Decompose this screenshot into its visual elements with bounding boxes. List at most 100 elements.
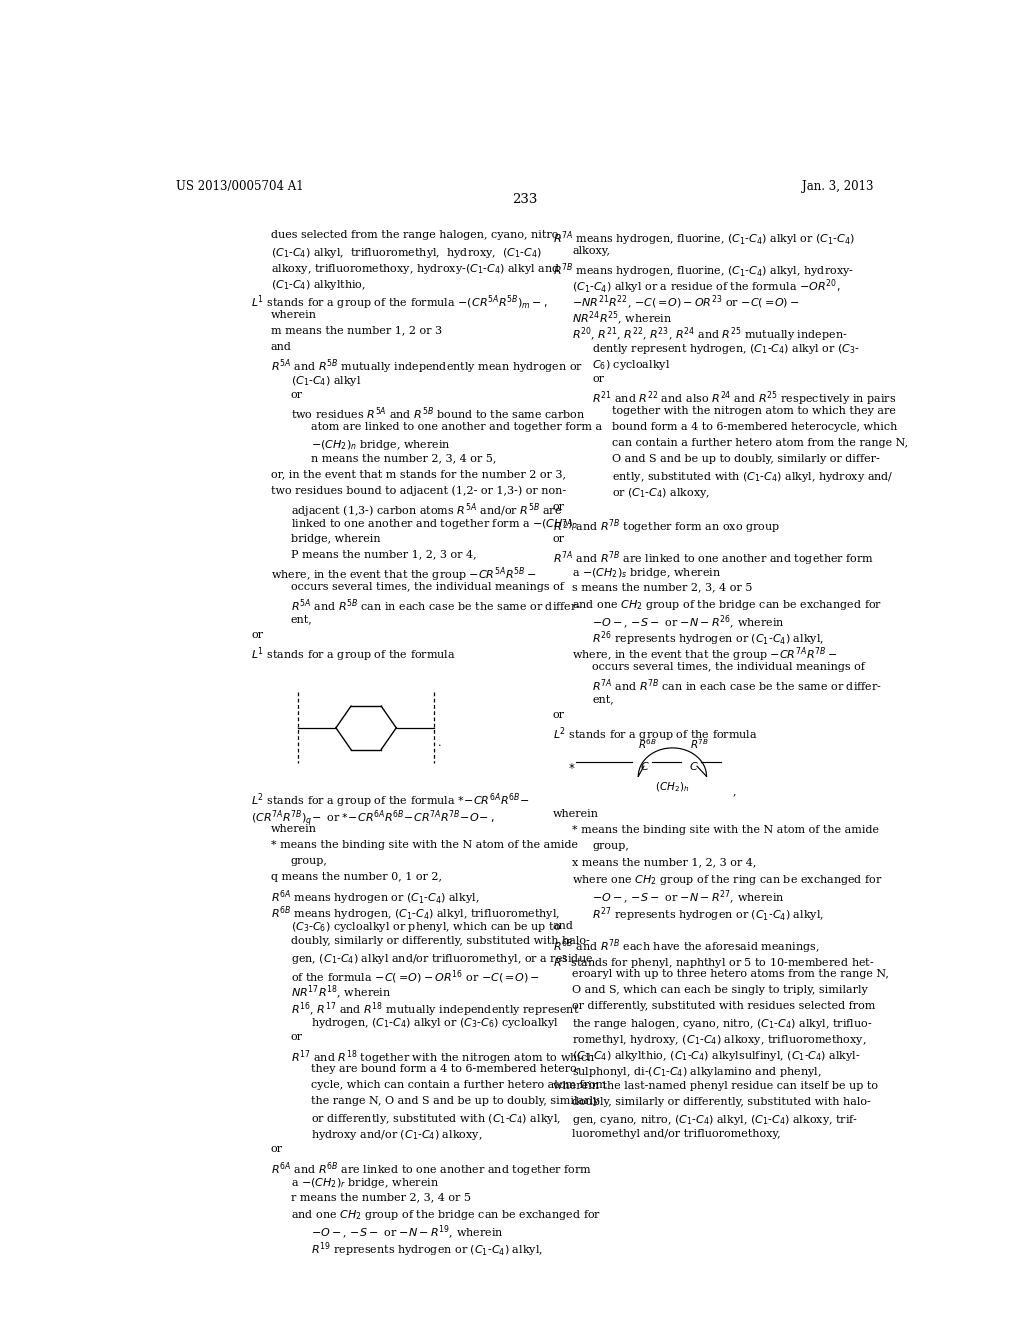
Text: $C_6)$ cycloalkyl: $C_6)$ cycloalkyl — [592, 358, 671, 372]
Text: occurs several times, the individual meanings of: occurs several times, the individual mea… — [291, 582, 563, 591]
Text: $R^{5A}$ and $R^{5B}$ can in each case be the same or differ-: $R^{5A}$ and $R^{5B}$ can in each case b… — [291, 598, 581, 614]
Text: $(C_1$-$C_4)$ alkyl: $(C_1$-$C_4)$ alkyl — [291, 374, 361, 388]
Text: where, in the event that the group $-CR^{7A}R^{7B}-$: where, in the event that the group $-CR^… — [572, 645, 838, 664]
Text: hydroxy and/or $(C_1$-$C_4)$ alkoxy,: hydroxy and/or $(C_1$-$C_4)$ alkoxy, — [310, 1129, 482, 1142]
Text: O and S and be up to doubly, similarly or differ-: O and S and be up to doubly, similarly o… — [612, 454, 880, 463]
Text: $-O-$, $-S-$ or $-N-R^{19}$, wherein: $-O-$, $-S-$ or $-N-R^{19}$, wherein — [310, 1224, 503, 1242]
Text: $R^{6B}$ and $R^{7B}$ each have the aforesaid meanings,: $R^{6B}$ and $R^{7B}$ each have the afor… — [553, 937, 819, 956]
Text: occurs several times, the individual meanings of: occurs several times, the individual mea… — [592, 661, 865, 672]
Text: $L^1$ stands for a group of the formula: $L^1$ stands for a group of the formula — [251, 645, 456, 664]
Text: * means the binding site with the N atom of the amide: * means the binding site with the N atom… — [572, 825, 880, 836]
Text: x means the number 1, 2, 3 or 4,: x means the number 1, 2, 3 or 4, — [572, 857, 757, 867]
Text: doubly, similarly or differently, substituted with halo-: doubly, similarly or differently, substi… — [291, 936, 590, 946]
Text: where, in the event that the group $-CR^{5A}R^{5B}-$: where, in the event that the group $-CR^… — [270, 566, 537, 585]
Text: gen, $(C_1$-$C_4)$ alkyl and/or trifluoromethyl, or a residue: gen, $(C_1$-$C_4)$ alkyl and/or trifluor… — [291, 952, 593, 966]
Text: adjacent (1,3-) carbon atoms $R^{5A}$ and/or $R^{5B}$ are: adjacent (1,3-) carbon atoms $R^{5A}$ an… — [291, 502, 562, 520]
Text: or differently, substituted with $(C_1$-$C_4)$ alkyl,: or differently, substituted with $(C_1$-… — [310, 1111, 560, 1126]
Text: and: and — [553, 921, 573, 931]
Text: $R^{19}$ represents hydrogen or $(C_1$-$C_4)$ alkyl,: $R^{19}$ represents hydrogen or $(C_1$-$… — [310, 1239, 543, 1259]
Text: $L^2$ stands for a group of the formula $*\!-\!CR^{6A}R^{6B}\!-$: $L^2$ stands for a group of the formula … — [251, 792, 529, 810]
Text: ,: , — [733, 787, 736, 796]
Text: $R^{6A}$ means hydrogen or $(C_1$-$C_4)$ alkyl,: $R^{6A}$ means hydrogen or $(C_1$-$C_4)$… — [270, 888, 479, 907]
Text: doubly, similarly or differently, substituted with halo-: doubly, similarly or differently, substi… — [572, 1097, 871, 1107]
Text: or differently, substituted with residues selected from: or differently, substituted with residue… — [572, 1001, 876, 1011]
Text: a $-(CH_2)_r$ bridge, wherein: a $-(CH_2)_r$ bridge, wherein — [291, 1176, 439, 1191]
Text: $(C_1$-$C_4)$ alkyl or a residue of the formula $-OR^{20},$: $(C_1$-$C_4)$ alkyl or a residue of the … — [572, 277, 841, 296]
Text: US 2013/0005704 A1: US 2013/0005704 A1 — [176, 180, 303, 193]
Text: m means the number 1, 2 or 3: m means the number 1, 2 or 3 — [270, 326, 442, 335]
Text: a $-(CH_2)_s$ bridge, wherein: a $-(CH_2)_s$ bridge, wherein — [572, 566, 722, 579]
Text: or: or — [251, 630, 263, 640]
Text: .: . — [438, 738, 441, 748]
Text: $(C_1$-$C_4)$ alkylthio,: $(C_1$-$C_4)$ alkylthio, — [270, 277, 366, 292]
Text: bridge, wherein: bridge, wherein — [291, 533, 380, 544]
Text: or $(C_1$-$C_4)$ alkoxy,: or $(C_1$-$C_4)$ alkoxy, — [612, 486, 711, 500]
Text: or: or — [553, 533, 564, 544]
Text: alkoxy,: alkoxy, — [572, 246, 610, 256]
Text: group,: group, — [592, 841, 629, 851]
Text: $R^{7A}$ and $R^{7B}$ are linked to one another and together form: $R^{7A}$ and $R^{7B}$ are linked to one … — [553, 549, 873, 569]
Text: ently, substituted with $(C_1$-$C_4)$ alkyl, hydroxy and/: ently, substituted with $(C_1$-$C_4)$ al… — [612, 470, 894, 483]
Text: linked to one another and together form a $-(CH_2)_p$: linked to one another and together form … — [291, 517, 579, 535]
Text: the range N, O and S and be up to doubly, similarly: the range N, O and S and be up to doubly… — [310, 1096, 599, 1106]
Text: $-O-$, $-S-$ or $-N-R^{27}$, wherein: $-O-$, $-S-$ or $-N-R^{27}$, wherein — [592, 888, 784, 907]
Text: wherein: wherein — [270, 824, 316, 834]
Text: luoromethyl and/or trifluoromethoxy,: luoromethyl and/or trifluoromethoxy, — [572, 1129, 781, 1139]
Text: n means the number 2, 3, 4 or 5,: n means the number 2, 3, 4 or 5, — [310, 454, 496, 463]
Text: P means the number 1, 2, 3 or 4,: P means the number 1, 2, 3 or 4, — [291, 549, 476, 560]
Text: $R^{6B}$ means hydrogen, $(C_1$-$C_4)$ alkyl, trifluoromethyl,: $R^{6B}$ means hydrogen, $(C_1$-$C_4)$ a… — [270, 904, 560, 923]
Text: r means the number 2, 3, 4 or 5: r means the number 2, 3, 4 or 5 — [291, 1192, 471, 1203]
Text: and one $CH_2$ group of the bridge can be exchanged for: and one $CH_2$ group of the bridge can b… — [291, 1208, 601, 1222]
Text: $R^{6B}$: $R^{6B}$ — [638, 737, 657, 751]
Text: $R^{21}$ and $R^{22}$ and also $R^{24}$ and $R^{25}$ respectively in pairs: $R^{21}$ and $R^{22}$ and also $R^{24}$ … — [592, 389, 897, 408]
Text: $-(CH_2)_n$ bridge, wherein: $-(CH_2)_n$ bridge, wherein — [310, 438, 451, 451]
Text: two residues bound to adjacent (1,2- or 1,3-) or non-: two residues bound to adjacent (1,2- or … — [270, 486, 566, 496]
Text: $(C_1$-$C_4)$ alkylthio, $(C_1$-$C_4)$ alkylsulfinyl, $(C_1$-$C_4)$ alkyl-: $(C_1$-$C_4)$ alkylthio, $(C_1$-$C_4)$ a… — [572, 1049, 861, 1063]
Text: $R^{20}$, $R^{21}$, $R^{22}$, $R^{23}$, $R^{24}$ and $R^{25}$ mutually indepen-: $R^{20}$, $R^{21}$, $R^{22}$, $R^{23}$, … — [572, 326, 848, 345]
Text: or: or — [592, 374, 604, 384]
Text: dues selected from the range halogen, cyano, nitro,: dues selected from the range halogen, cy… — [270, 230, 562, 239]
Text: $NR^{24}R^{25}$, wherein: $NR^{24}R^{25}$, wherein — [572, 310, 673, 327]
Text: or, in the event that m stands for the number 2 or 3,: or, in the event that m stands for the n… — [270, 470, 566, 479]
Text: gen, cyano, nitro, $(C_1$-$C_4)$ alkyl, $(C_1$-$C_4)$ alkoxy, trif-: gen, cyano, nitro, $(C_1$-$C_4)$ alkyl, … — [572, 1113, 858, 1127]
Text: ent,: ent, — [592, 694, 614, 704]
Text: together with the nitrogen atom to which they are: together with the nitrogen atom to which… — [612, 405, 896, 416]
Text: or: or — [270, 1144, 283, 1154]
Text: $R^{16}$, $R^{17}$ and $R^{18}$ mutually independently represent: $R^{16}$, $R^{17}$ and $R^{18}$ mutually… — [291, 1001, 580, 1019]
Text: eroaryl with up to three hetero atoms from the range N,: eroaryl with up to three hetero atoms fr… — [572, 969, 889, 979]
Text: $L^2$ stands for a group of the formula: $L^2$ stands for a group of the formula — [553, 726, 758, 744]
Text: dently represent hydrogen, $(C_1$-$C_4)$ alkyl or $(C_3$-: dently represent hydrogen, $(C_1$-$C_4)$… — [592, 342, 860, 355]
Text: they are bound form a 4 to 6-membered hetero-: they are bound form a 4 to 6-membered he… — [310, 1064, 580, 1074]
Text: alkoxy, trifluoromethoxy, hydroxy-$(C_1$-$C_4)$ alkyl and: alkoxy, trifluoromethoxy, hydroxy-$(C_1$… — [270, 261, 560, 276]
Text: $(CH_2)_h$: $(CH_2)_h$ — [655, 780, 689, 795]
Text: $R^{6A}$ and $R^{6B}$ are linked to one another and together form: $R^{6A}$ and $R^{6B}$ are linked to one … — [270, 1160, 592, 1179]
Text: $(C_1$-$C_4)$ alkyl,  trifluoromethyl,  hydroxy,  $(C_1$-$C_4)$: $(C_1$-$C_4)$ alkyl, trifluoromethyl, hy… — [270, 246, 542, 260]
Text: and: and — [270, 342, 292, 351]
Text: where one $CH_2$ group of the ring can be exchanged for: where one $CH_2$ group of the ring can b… — [572, 873, 883, 887]
Text: bound form a 4 to 6-membered heterocycle, which: bound form a 4 to 6-membered heterocycle… — [612, 421, 897, 432]
Text: wherein the last-named phenyl residue can itself be up to: wherein the last-named phenyl residue ca… — [553, 1081, 878, 1092]
Text: $-NR^{21}R^{22}$, $-C(=\!O)-OR^{23}$ or $-C(=\!O)-$: $-NR^{21}R^{22}$, $-C(=\!O)-OR^{23}$ or … — [572, 293, 800, 312]
Text: hydrogen, $(C_1$-$C_4)$ alkyl or $(C_3$-$C_6)$ cycloalkyl: hydrogen, $(C_1$-$C_4)$ alkyl or $(C_3$-… — [310, 1016, 558, 1030]
Text: $(CR^{7A}R^{7B})_q\!-$ or $*\!-\!CR^{6A}R^{6B}\!-\!CR^{7A}R^{7B}\!-\!O\!-,$: $(CR^{7A}R^{7B})_q\!-$ or $*\!-\!CR^{6A}… — [251, 808, 495, 829]
Text: atom are linked to one another and together form a: atom are linked to one another and toget… — [310, 421, 602, 432]
Text: $R^{5A}$ and $R^{5B}$ mutually independently mean hydrogen or: $R^{5A}$ and $R^{5B}$ mutually independe… — [270, 358, 583, 376]
Text: * means the binding site with the N atom of the amide: * means the binding site with the N atom… — [270, 840, 578, 850]
Text: cycle, which can contain a further hetero atom from: cycle, which can contain a further heter… — [310, 1080, 606, 1090]
Text: group,: group, — [291, 855, 328, 866]
Text: $R^{7A}$ and $R^{7B}$ can in each case be the same or differ-: $R^{7A}$ and $R^{7B}$ can in each case b… — [592, 677, 883, 694]
Text: $*$: $*$ — [568, 760, 575, 774]
Text: the range halogen, cyano, nitro, $(C_1$-$C_4)$ alkyl, trifluo-: the range halogen, cyano, nitro, $(C_1$-… — [572, 1016, 872, 1031]
Text: $-O-$, $-S-$ or $-N-R^{26}$, wherein: $-O-$, $-S-$ or $-N-R^{26}$, wherein — [592, 614, 784, 632]
Text: wherein: wherein — [270, 310, 316, 319]
Text: $NR^{17}R^{18}$, wherein: $NR^{17}R^{18}$, wherein — [291, 983, 391, 1002]
Text: $R^{17}$ and $R^{18}$ together with the nitrogen atom to which: $R^{17}$ and $R^{18}$ together with the … — [291, 1048, 595, 1067]
Text: $R^{7A}$ means hydrogen, fluorine, $(C_1$-$C_4)$ alkyl or $(C_1$-$C_4)$: $R^{7A}$ means hydrogen, fluorine, $(C_1… — [553, 230, 855, 248]
Text: 233: 233 — [512, 193, 538, 206]
Text: $R^{7B}$ means hydrogen, fluorine, $(C_1$-$C_4)$ alkyl, hydroxy-: $R^{7B}$ means hydrogen, fluorine, $(C_1… — [553, 261, 853, 280]
Text: $C$: $C$ — [689, 760, 698, 772]
Text: O and S, which can each be singly to triply, similarly: O and S, which can each be singly to tri… — [572, 985, 868, 995]
Text: sulphonyl, di-$(C_1$-$C_4)$ alkylamino and phenyl,: sulphonyl, di-$(C_1$-$C_4)$ alkylamino a… — [572, 1065, 822, 1078]
Text: or: or — [553, 502, 564, 512]
Text: Jan. 3, 2013: Jan. 3, 2013 — [803, 180, 873, 193]
